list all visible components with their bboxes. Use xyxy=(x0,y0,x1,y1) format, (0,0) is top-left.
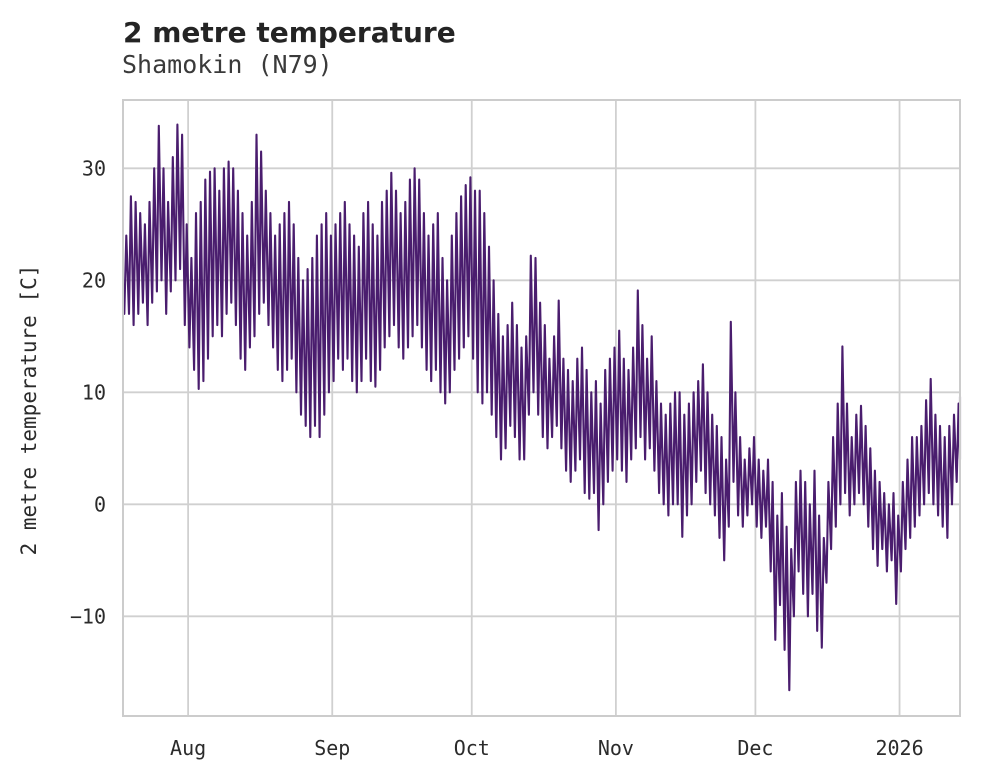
y-tick-label: 10 xyxy=(82,380,106,404)
x-tick-label: Aug xyxy=(170,736,206,760)
y-axis-label: 2 metre temperature [C] xyxy=(17,264,41,556)
chart-subtitle: Shamokin (N79) xyxy=(122,50,333,79)
x-tick-label: Sep xyxy=(314,736,350,760)
x-tick-label: 2026 xyxy=(875,736,923,760)
x-tick-label: Dec xyxy=(737,736,773,760)
plot-frame xyxy=(122,99,961,717)
x-tick-label: Oct xyxy=(454,736,490,760)
x-tick-label: Nov xyxy=(598,736,634,760)
y-tick-label: 30 xyxy=(82,156,106,180)
y-tick-label: −10 xyxy=(70,604,106,628)
y-tick-label: 20 xyxy=(82,268,106,292)
y-tick-label: 0 xyxy=(94,492,106,516)
chart-title: 2 metre temperature xyxy=(123,16,456,49)
temperature-line xyxy=(123,123,962,692)
